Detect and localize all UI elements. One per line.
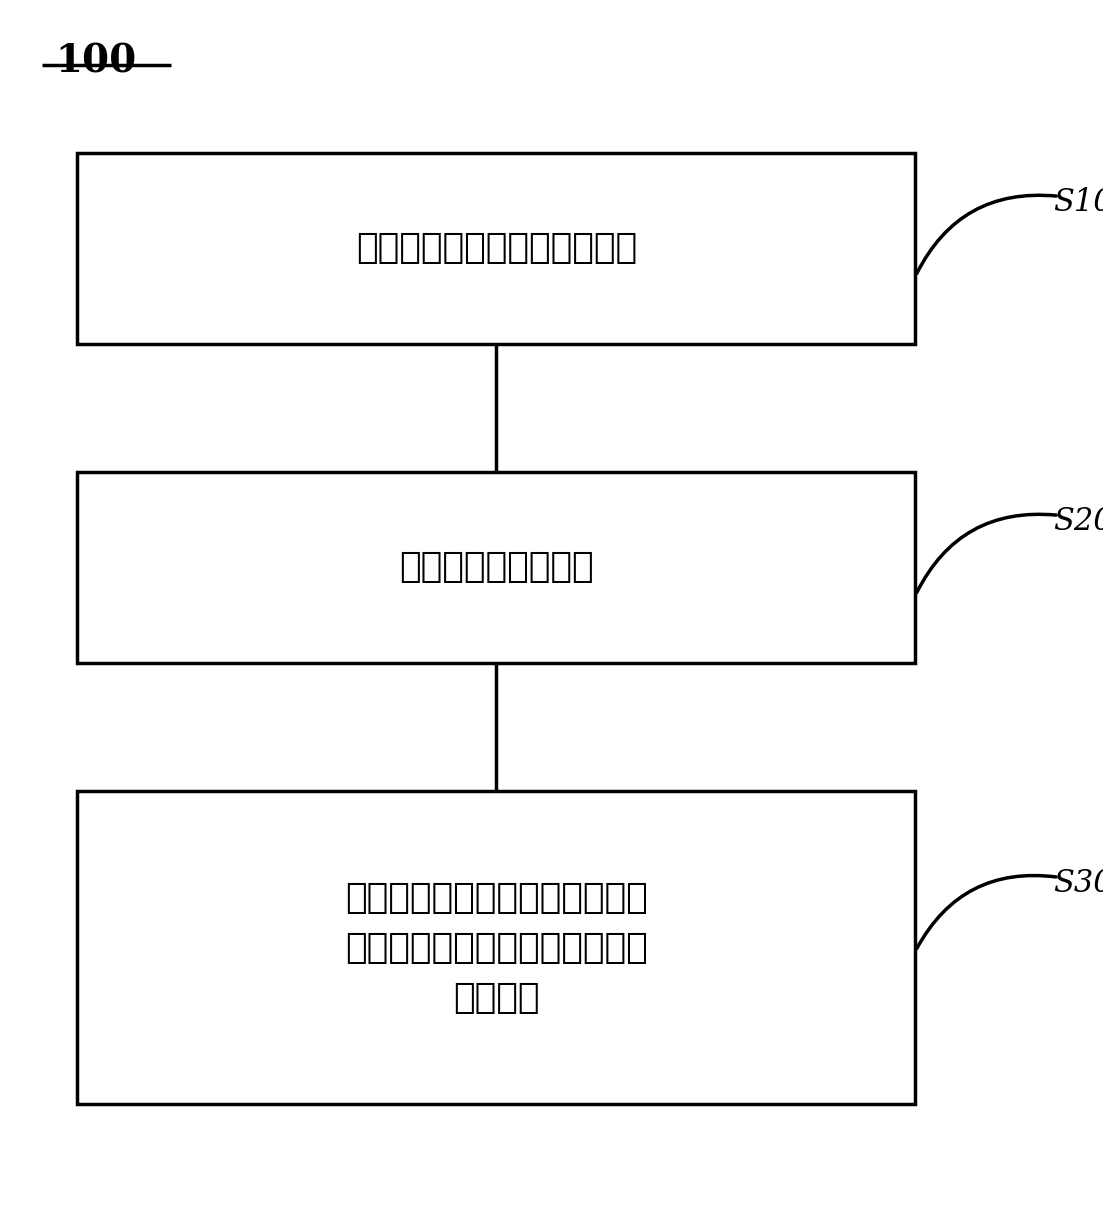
Bar	[77, 153, 915, 344]
Bar	[77, 472, 915, 663]
Text: 100: 100	[55, 43, 137, 81]
FancyArrowPatch shape	[917, 514, 1056, 593]
Text: S10: S10	[1053, 187, 1103, 218]
Text: 计算动力电池的等效放电效率: 计算动力电池的等效放电效率	[356, 232, 636, 265]
Text: S30: S30	[1053, 867, 1103, 899]
Text: S20: S20	[1053, 506, 1103, 537]
Text: 根据不同驱动模式，结合动力电
池的等效放电效率计算获得系统
能量效率: 根据不同驱动模式，结合动力电 池的等效放电效率计算获得系统 能量效率	[345, 881, 647, 1015]
FancyArrowPatch shape	[917, 195, 1056, 274]
Bar	[77, 791, 915, 1104]
FancyArrowPatch shape	[917, 876, 1057, 948]
Text: 识别车辆的驱动模式: 识别车辆的驱动模式	[399, 551, 593, 584]
